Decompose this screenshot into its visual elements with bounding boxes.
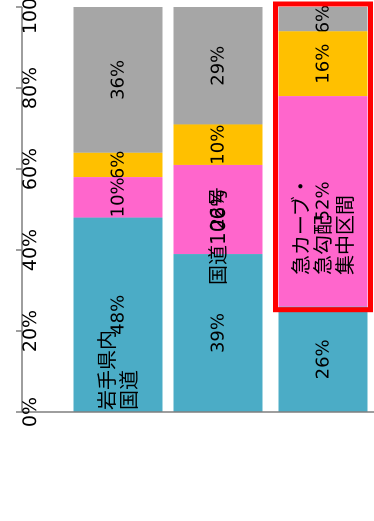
tick-label: 40% xyxy=(19,229,41,271)
bar-segment xyxy=(73,177,163,218)
tick-label: 60% xyxy=(19,148,41,190)
data-label: 39% xyxy=(208,313,229,353)
category-label: 国道 xyxy=(117,370,141,410)
highlight-frame xyxy=(273,1,373,313)
data-label: 22% xyxy=(208,189,229,229)
category-label: 急勾配 xyxy=(311,215,335,275)
data-label: 29% xyxy=(208,46,229,86)
tick-label: 80% xyxy=(19,67,41,109)
category-label: 国道106号 xyxy=(206,187,230,285)
bar-segment xyxy=(278,7,368,32)
data-label: 6% xyxy=(108,151,129,180)
data-label: 52% xyxy=(313,181,334,221)
data-label: 10% xyxy=(108,177,129,217)
data-label: 10% xyxy=(208,125,229,165)
axis-layer xyxy=(16,6,374,413)
data-label: 16% xyxy=(313,44,334,84)
bar-segment xyxy=(173,164,263,255)
tick-label: 20% xyxy=(19,310,41,352)
bar-segment xyxy=(278,31,368,97)
data-label: 26% xyxy=(313,339,334,379)
tick-label: 100% xyxy=(19,0,41,34)
category-label: 急カーブ・ xyxy=(289,176,313,275)
bar-segment xyxy=(73,7,163,153)
category-label: 岩手県内 xyxy=(95,330,119,410)
bar-segment xyxy=(278,306,368,412)
bars-layer: 36%6%10%48%29%10%22%39%6%16%52%26% xyxy=(73,1,373,412)
bar-segment xyxy=(173,124,263,165)
bar-segment xyxy=(173,7,263,125)
tick-label: 0% xyxy=(19,397,41,427)
bar-segment xyxy=(278,96,368,307)
tick-labels-layer: 0% 20% 40% 60% 80% 100% xyxy=(19,0,41,427)
data-label: 6% xyxy=(313,5,334,34)
data-label: 36% xyxy=(108,60,129,100)
category-label: 集中区間 xyxy=(333,195,357,275)
data-label: 48% xyxy=(108,295,129,335)
bar-segment xyxy=(73,217,163,412)
bar-segment xyxy=(173,254,263,412)
bar-segment xyxy=(73,152,163,178)
